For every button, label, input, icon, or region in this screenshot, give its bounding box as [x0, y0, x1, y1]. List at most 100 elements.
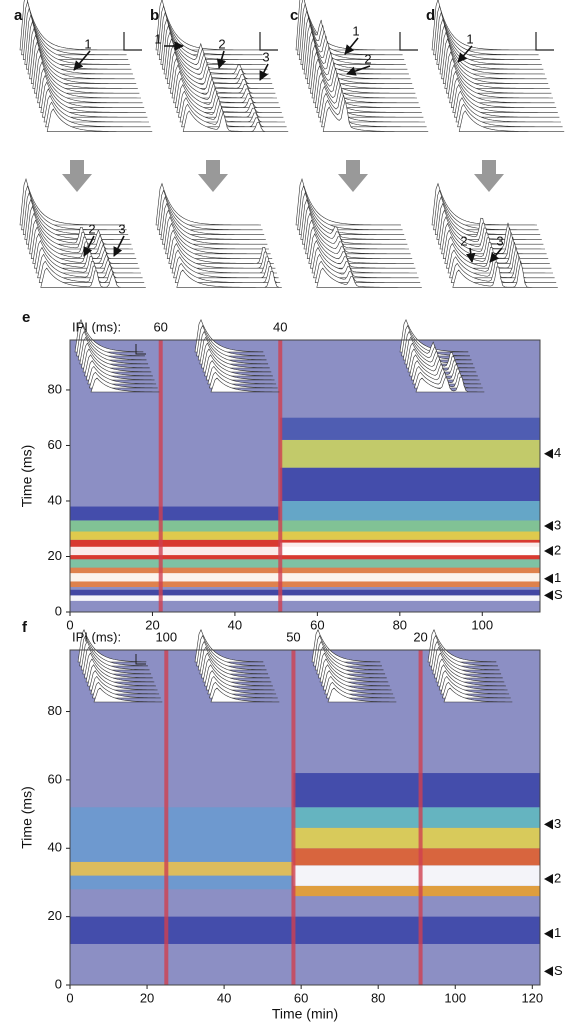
heat-band	[280, 417, 540, 440]
ipi-value: 20	[413, 629, 427, 644]
band-label: 4	[554, 445, 561, 460]
band-arrow	[544, 590, 553, 601]
trace	[182, 110, 289, 132]
peak-arrow	[489, 247, 503, 263]
trace	[410, 360, 480, 381]
band-label: 1	[554, 570, 561, 585]
y-tick-label: 80	[48, 703, 62, 718]
scale-bar	[399, 32, 418, 51]
heat-band	[70, 531, 540, 540]
trace	[409, 354, 478, 377]
trace	[208, 681, 278, 699]
trace	[46, 108, 153, 132]
ipi-value: 40	[273, 319, 287, 334]
heat-band	[280, 542, 540, 556]
band-arrow	[544, 520, 553, 531]
x-tick-label: 100	[444, 990, 466, 1005]
trace	[87, 365, 157, 385]
y-axis-title: Time (ms)	[19, 786, 35, 848]
heat-band	[293, 885, 540, 897]
band-arrow	[544, 573, 553, 584]
x-tick-label: 120	[521, 990, 543, 1005]
trace	[90, 675, 160, 695]
peak-number: 1	[84, 36, 91, 51]
insets	[77, 629, 513, 703]
trace	[91, 681, 161, 699]
trace	[85, 360, 155, 381]
trace	[208, 371, 278, 389]
band-label: 3	[554, 517, 561, 532]
x-tick-label: 40	[228, 617, 242, 632]
heat-band	[293, 848, 540, 866]
x-tick-label: 40	[217, 990, 231, 1005]
trace	[205, 360, 275, 381]
y-tick-label: 0	[55, 603, 62, 618]
heat-band	[70, 861, 294, 876]
peak-number: 1	[154, 31, 161, 46]
scale-bar	[259, 32, 278, 51]
band-label: S	[554, 963, 563, 978]
scale-bar	[535, 32, 554, 51]
stimulus-change	[164, 650, 169, 985]
band-arrow	[544, 819, 553, 830]
plot-frame	[69, 649, 541, 986]
transition-arrow	[474, 160, 504, 192]
band-arrow	[544, 545, 553, 556]
trace	[210, 687, 280, 703]
heat-band	[70, 807, 294, 890]
y-tick-label: 60	[48, 437, 62, 452]
trace	[210, 377, 280, 393]
peak-arrow	[466, 247, 476, 263]
trace	[327, 687, 397, 703]
peak-arrow	[346, 65, 371, 76]
plot-frame	[69, 339, 541, 613]
band-arrow	[544, 448, 553, 459]
trace	[322, 670, 392, 691]
band-arrow	[544, 874, 553, 885]
ipi-value: 60	[153, 319, 167, 334]
x-tick-label: 60	[310, 617, 324, 632]
trace	[443, 687, 513, 703]
heat-band	[70, 916, 540, 944]
x-tick-label: 80	[371, 990, 385, 1005]
scale-bar	[135, 654, 146, 665]
band-label: 2	[554, 542, 561, 557]
x-tick-label: 80	[393, 617, 407, 632]
band-label: S	[554, 587, 563, 602]
heat-band	[293, 807, 540, 828]
y-tick-label: 40	[48, 840, 62, 855]
peak-number: 3	[262, 49, 269, 64]
band-label: 2	[554, 870, 561, 885]
trace	[93, 687, 163, 703]
trace	[90, 377, 160, 393]
heat-band	[280, 439, 540, 468]
band-label: 1	[554, 925, 561, 940]
trace	[325, 681, 395, 699]
ipi-value: 100	[155, 629, 177, 644]
y-tick-label: 20	[48, 908, 62, 923]
trace	[415, 375, 485, 393]
trace	[40, 267, 146, 288]
y-tick-label: 0	[55, 976, 62, 991]
heat-band	[293, 827, 540, 849]
transition-arrow	[198, 160, 228, 192]
band-label: 3	[554, 816, 561, 831]
peak-number: 3	[496, 233, 503, 248]
peak-arrow	[259, 63, 269, 81]
y-tick-label: 40	[48, 492, 62, 507]
peak-arrow	[83, 235, 95, 257]
heat-band	[70, 559, 540, 568]
panel-label: d	[426, 7, 435, 24]
trace	[458, 110, 565, 132]
peak-arrow	[73, 50, 91, 71]
y-tick-label: 20	[48, 548, 62, 563]
trace	[88, 371, 158, 389]
insets	[74, 319, 485, 393]
peak-arrow	[216, 50, 227, 69]
heat-band	[293, 773, 540, 808]
panel-label: c	[290, 7, 298, 24]
peak-number: 2	[88, 221, 95, 236]
heat-band	[70, 595, 540, 601]
trace	[84, 354, 153, 377]
